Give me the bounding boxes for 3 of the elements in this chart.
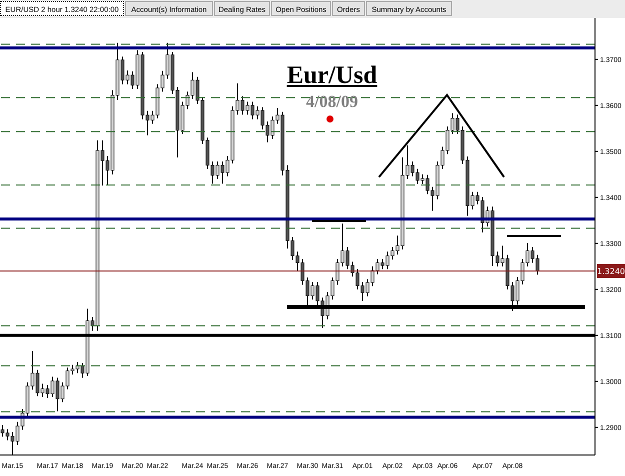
ref-line-label: 1.3240	[597, 267, 625, 276]
text: Eur/Usd	[286, 62, 378, 90]
text: 4/08/09	[305, 92, 359, 112]
